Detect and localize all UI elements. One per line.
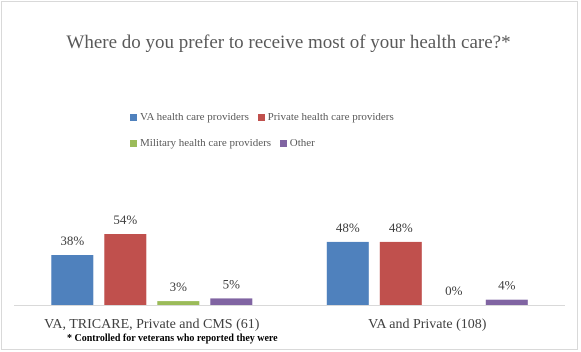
legend-swatch-military <box>130 139 137 147</box>
bar <box>157 301 200 305</box>
bar <box>51 255 94 305</box>
legend-swatch-other <box>279 139 287 147</box>
data-label: 5% <box>223 276 241 291</box>
legend-label-va: VA health care providers <box>140 111 249 123</box>
legend-label-military: Military health care providers <box>140 137 272 149</box>
legend-swatch-va <box>130 113 137 121</box>
legend-item-private: Private health care providers <box>257 110 394 124</box>
bar <box>326 241 369 305</box>
bar <box>485 299 528 305</box>
legend-swatch-private <box>257 113 265 121</box>
legend-row-2: Military health care providers Other <box>130 136 321 151</box>
category-label: VA and Private (108) <box>368 317 487 332</box>
bar <box>379 241 422 305</box>
category-label: VA, TRICARE, Private and CMS (61) <box>44 317 260 332</box>
data-label: 4% <box>498 278 516 293</box>
chart-title: Where do you prefer to receive most of y… <box>66 32 511 53</box>
legend-label-other: Other <box>289 137 315 149</box>
footnote: * Controlled for veterans who reported t… <box>67 333 278 344</box>
data-label: 38% <box>60 233 84 248</box>
bar <box>104 234 147 305</box>
legend-label-private: Private health care providers <box>267 111 394 123</box>
data-label: 48% <box>389 220 413 235</box>
legend-item-other: Other <box>279 136 315 150</box>
data-label: 3% <box>170 279 188 294</box>
bar <box>210 298 253 305</box>
legend-item-va: VA health care providers <box>130 110 249 124</box>
legend-row-1: VA health care providers Private health … <box>130 110 400 125</box>
data-label: 0% <box>445 283 463 298</box>
data-label: 48% <box>336 220 360 235</box>
legend-item-military: Military health care providers <box>130 136 271 150</box>
data-label: 54% <box>113 212 137 227</box>
